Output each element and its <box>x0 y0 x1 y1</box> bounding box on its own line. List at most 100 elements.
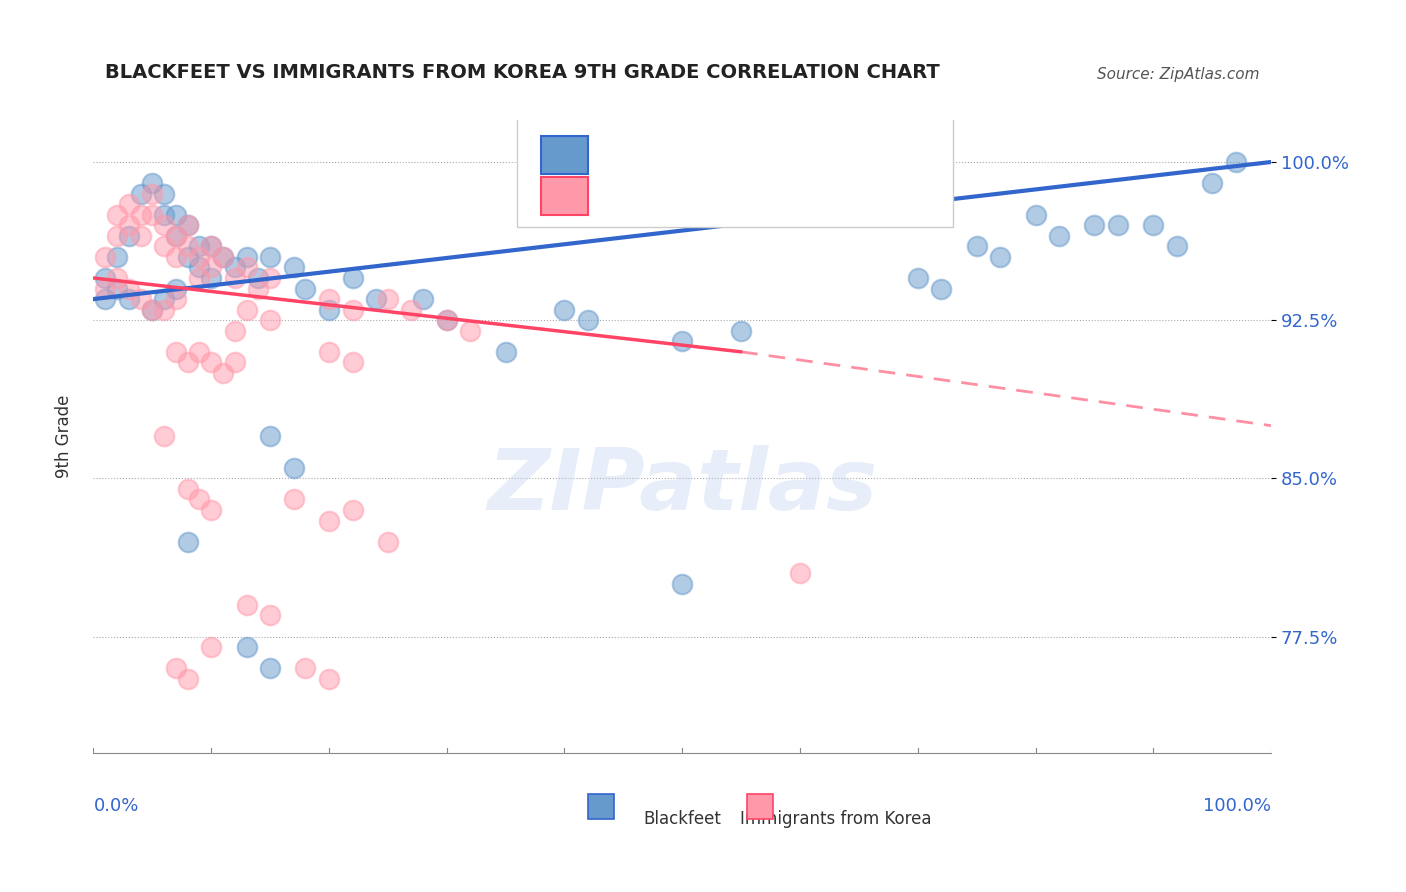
Point <box>212 250 235 264</box>
Point <box>118 197 141 211</box>
Point <box>235 260 257 275</box>
Point <box>224 260 246 275</box>
Point <box>458 324 481 338</box>
Point <box>1047 228 1070 243</box>
Point <box>118 228 141 243</box>
Point <box>671 577 693 591</box>
Point <box>730 324 752 338</box>
Point <box>235 302 257 317</box>
Point <box>224 324 246 338</box>
Point <box>200 503 222 517</box>
Point <box>259 250 281 264</box>
Point <box>671 334 693 349</box>
Point <box>342 302 364 317</box>
Point <box>94 292 117 306</box>
Point <box>377 292 399 306</box>
FancyBboxPatch shape <box>517 111 953 227</box>
Point <box>129 186 152 201</box>
Point <box>105 250 128 264</box>
Point <box>988 250 1011 264</box>
Point <box>283 460 305 475</box>
Point <box>153 292 176 306</box>
Point <box>176 250 198 264</box>
Point <box>153 208 176 222</box>
Point <box>141 302 163 317</box>
Point <box>247 271 270 285</box>
Point <box>176 355 198 369</box>
Point <box>188 250 211 264</box>
Point <box>283 260 305 275</box>
Point <box>176 482 198 496</box>
FancyBboxPatch shape <box>588 794 614 819</box>
Text: BLACKFEET VS IMMIGRANTS FROM KOREA 9TH GRADE CORRELATION CHART: BLACKFEET VS IMMIGRANTS FROM KOREA 9TH G… <box>105 62 941 82</box>
Point <box>165 281 187 295</box>
Point <box>129 228 152 243</box>
Point <box>165 661 187 675</box>
Point <box>200 239 222 253</box>
Point <box>377 534 399 549</box>
Point <box>259 429 281 443</box>
Point <box>318 292 340 306</box>
Point <box>176 239 198 253</box>
Point <box>1083 219 1105 233</box>
Point <box>1025 208 1047 222</box>
Point <box>259 608 281 623</box>
Point <box>412 292 434 306</box>
Text: Blackfeet: Blackfeet <box>644 810 721 828</box>
Text: ZIPatlas: ZIPatlas <box>486 445 877 528</box>
Point <box>342 503 364 517</box>
Point <box>342 355 364 369</box>
Point <box>342 271 364 285</box>
Point <box>165 292 187 306</box>
Point <box>212 366 235 380</box>
Point <box>224 355 246 369</box>
Point <box>176 219 198 233</box>
Point <box>94 271 117 285</box>
Point <box>188 260 211 275</box>
Point <box>907 271 929 285</box>
Point <box>318 514 340 528</box>
Point <box>188 344 211 359</box>
Point <box>1201 176 1223 190</box>
Point <box>188 492 211 507</box>
Point <box>129 208 152 222</box>
Point <box>294 661 316 675</box>
Point <box>105 271 128 285</box>
Point <box>318 344 340 359</box>
Point <box>118 292 141 306</box>
Point <box>129 292 152 306</box>
Point <box>165 250 187 264</box>
Point <box>165 208 187 222</box>
Point <box>200 355 222 369</box>
Text: 9th Grade: 9th Grade <box>55 394 73 478</box>
Point <box>789 566 811 581</box>
Point <box>1166 239 1188 253</box>
Point <box>966 239 988 253</box>
Point <box>224 271 246 285</box>
Point <box>141 302 163 317</box>
Point <box>94 250 117 264</box>
Point <box>235 598 257 612</box>
Point <box>200 260 222 275</box>
Point <box>141 176 163 190</box>
Point <box>247 281 270 295</box>
Point <box>364 292 387 306</box>
FancyBboxPatch shape <box>541 136 588 174</box>
Point <box>141 208 163 222</box>
Point <box>176 534 198 549</box>
Text: R = -0.151   N = 65: R = -0.151 N = 65 <box>606 183 783 201</box>
Point <box>153 429 176 443</box>
Text: Immigrants from Korea: Immigrants from Korea <box>740 810 931 828</box>
Point <box>235 640 257 654</box>
Point <box>153 186 176 201</box>
Point <box>318 302 340 317</box>
Point <box>1142 219 1164 233</box>
Point <box>1225 155 1247 169</box>
Point <box>141 186 163 201</box>
Point <box>94 281 117 295</box>
Point <box>1107 219 1129 233</box>
Point <box>188 271 211 285</box>
Point <box>118 219 141 233</box>
Point <box>200 640 222 654</box>
FancyBboxPatch shape <box>747 794 773 819</box>
